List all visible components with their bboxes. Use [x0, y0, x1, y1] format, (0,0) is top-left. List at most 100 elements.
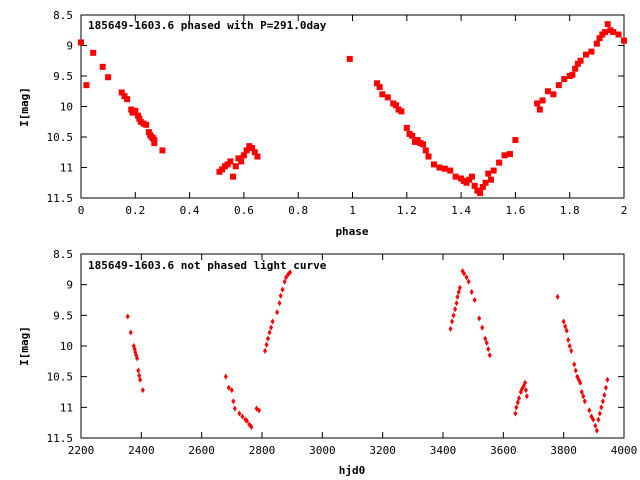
y-tick-label: 9 [66, 40, 73, 53]
data-point [425, 153, 432, 160]
data-point [264, 341, 269, 348]
data-point [567, 343, 572, 349]
y-axis-ticks: 8.5 9 9.5 10 10.5 11 11.5 [47, 9, 624, 205]
data-point [135, 355, 140, 362]
x-axis-label: phase [335, 225, 368, 238]
data-point [566, 336, 571, 343]
data-point [224, 161, 231, 168]
data-point [124, 96, 131, 103]
x-tick-label: 2200 [68, 444, 95, 457]
data-point [569, 347, 574, 354]
data-point [288, 269, 293, 276]
data-point [588, 48, 595, 55]
data-point [235, 155, 242, 162]
data-point [384, 94, 391, 101]
data-point [441, 165, 448, 172]
x-axis-ticks: 2200 2400 2600 2800 3000 3200 3400 3600 3800 4000 [68, 254, 638, 457]
data-point [573, 367, 578, 374]
data-point [128, 106, 135, 113]
data-point [452, 173, 459, 180]
data-point [605, 376, 610, 383]
y-tick-label: 10.5 [47, 371, 74, 384]
data-point [490, 167, 497, 174]
y-tick-label: 10 [60, 340, 73, 353]
data-point [244, 417, 249, 424]
data-point [128, 329, 133, 336]
data-point [615, 31, 622, 38]
data-point [254, 153, 261, 160]
data-point [275, 309, 280, 316]
data-point [536, 106, 543, 113]
data-point [237, 410, 242, 417]
data-point [466, 176, 473, 183]
data-point [472, 297, 477, 303]
data-point [159, 147, 166, 154]
data-point [277, 300, 282, 307]
data-point [572, 361, 577, 368]
x-axis-ticks: 0 0.2 0.4 0.6 0.8 1 1.2 1.4 1.6 1.8 2 [78, 15, 627, 217]
y-tick-label: 10 [60, 101, 73, 114]
data-point [282, 278, 287, 285]
x-tick-label: 4000 [611, 444, 638, 457]
data-point [450, 318, 455, 325]
data-point [482, 179, 489, 186]
y-axis-label: I[mag] [18, 87, 31, 127]
data-point [594, 427, 599, 434]
chart-title: 185649-1603.6 phased with P=291.0day [88, 19, 327, 32]
x-tick-label: 0.4 [180, 204, 200, 217]
y-tick-label: 8.5 [53, 248, 73, 261]
data-point [454, 300, 459, 307]
data-point [240, 152, 247, 159]
data-point [145, 129, 152, 136]
data-point [151, 140, 158, 147]
data-point [256, 407, 261, 414]
y-axis-label: I[mag] [18, 326, 31, 366]
x-tick-label: 0.2 [125, 204, 145, 217]
data-point [569, 71, 576, 78]
data-point [561, 318, 566, 325]
data-point [463, 179, 470, 186]
data-point [132, 107, 139, 114]
data-point [596, 35, 603, 42]
x-tick-label: 1.8 [560, 204, 580, 217]
data-point [83, 82, 90, 89]
data-point [346, 55, 353, 62]
data-point [223, 373, 228, 380]
data-point [240, 413, 245, 420]
data-point [477, 315, 482, 322]
data-point [392, 102, 399, 109]
x-tick-label: 3800 [550, 444, 577, 457]
data-point [151, 137, 158, 144]
data-point [232, 163, 239, 170]
data-point [602, 392, 607, 399]
data-point [564, 327, 569, 334]
x-tick-label: 0 [78, 204, 85, 217]
y-tick-label: 11 [60, 162, 73, 175]
x-tick-label: 2400 [128, 444, 155, 457]
data-point [140, 387, 145, 394]
data-point [398, 108, 405, 115]
data-point [136, 115, 143, 122]
data-point [477, 190, 484, 197]
x-tick-label: 1 [349, 204, 356, 217]
data-point [487, 176, 494, 183]
x-tick-label: 2600 [188, 444, 215, 457]
data-point [599, 404, 604, 411]
data-point [466, 278, 471, 285]
data-point [278, 292, 283, 299]
data-point [266, 335, 271, 342]
data-point [471, 182, 478, 189]
y-tick-label: 9.5 [53, 309, 73, 322]
data-point [230, 173, 237, 180]
data-point [243, 147, 250, 154]
x-tick-label: 1.4 [451, 204, 471, 217]
data-point [523, 379, 528, 386]
data-point [469, 289, 474, 296]
data-point [231, 398, 236, 405]
data-point [376, 83, 383, 90]
y-axis-ticks: 8.5 9 9.5 10 10.5 11 11.5 [47, 248, 624, 445]
data-point [78, 39, 84, 46]
data-point [574, 60, 581, 67]
data-point [143, 121, 150, 128]
